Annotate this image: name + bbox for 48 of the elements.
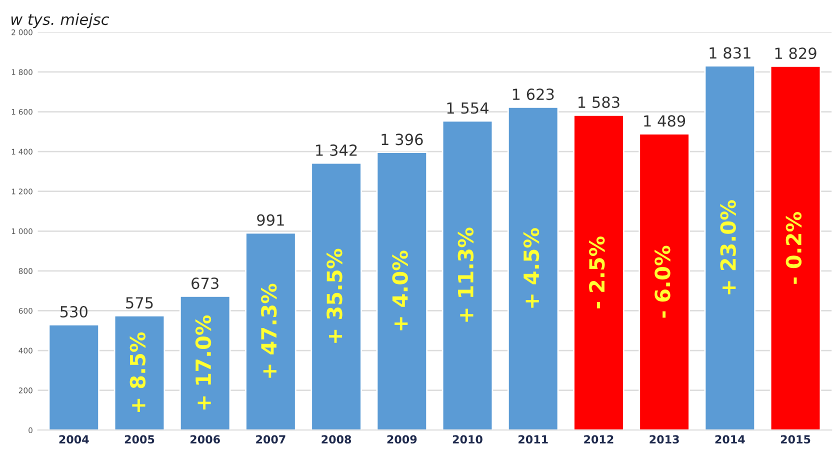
bar — [114, 315, 166, 430]
x-tick-label: 2010 — [452, 435, 482, 444]
bar — [179, 296, 231, 430]
annotation: + 8.5% — [130, 332, 146, 412]
data-label: 1 342 — [316, 144, 357, 156]
annotation: + 47.3% — [260, 284, 277, 378]
x-tick-label: 2004 — [59, 435, 89, 444]
data-label: 1 831 — [710, 47, 750, 59]
x-tick-label: 2014 — [715, 435, 745, 444]
x-tick-label: 2005 — [124, 435, 154, 444]
data-label: 1 583 — [578, 96, 620, 108]
annotation: + 11.3% — [458, 228, 474, 322]
data-label: 1 554 — [447, 102, 489, 114]
data-label: 991 — [257, 214, 284, 226]
data-label: 575 — [126, 297, 153, 309]
annotation: + 4.5% — [523, 228, 540, 308]
x-tick-label: 2008 — [322, 435, 352, 444]
annotation: - 2.5% — [588, 236, 605, 308]
data-label: 530 — [60, 306, 88, 318]
bar — [376, 152, 428, 430]
bar — [704, 65, 756, 430]
chart-title: w tys. miejsc — [11, 13, 110, 28]
annotation: + 4.0% — [392, 250, 408, 330]
data-label: 673 — [192, 278, 218, 290]
data-label: 1 829 — [775, 48, 816, 60]
bar — [573, 114, 624, 430]
data-label: 1 623 — [512, 88, 554, 100]
bar — [245, 232, 296, 430]
bar — [507, 106, 559, 430]
annotation: + 35.5% — [326, 248, 342, 343]
bar — [638, 133, 690, 430]
x-tick-label: 2006 — [190, 435, 220, 444]
x-tick-label: 2009 — [387, 435, 417, 444]
annotation: + 23.0% — [720, 200, 736, 294]
x-tick-label: 2011 — [518, 435, 548, 444]
bar — [442, 120, 494, 430]
x-tick-label: 2015 — [780, 435, 810, 444]
bar — [770, 66, 822, 430]
annotation: - 0.2% — [786, 212, 802, 284]
bar — [48, 324, 100, 430]
data-label: 1 489 — [644, 115, 686, 127]
x-tick-label: 2007 — [256, 435, 286, 444]
x-tick-label: 2013 — [650, 435, 679, 444]
annotation: - 6.0% — [654, 246, 670, 318]
x-tick-label: 2012 — [584, 435, 614, 444]
data-label: 1 396 — [382, 134, 423, 146]
bar — [310, 162, 362, 430]
annotation: + 17.0% — [195, 315, 212, 410]
